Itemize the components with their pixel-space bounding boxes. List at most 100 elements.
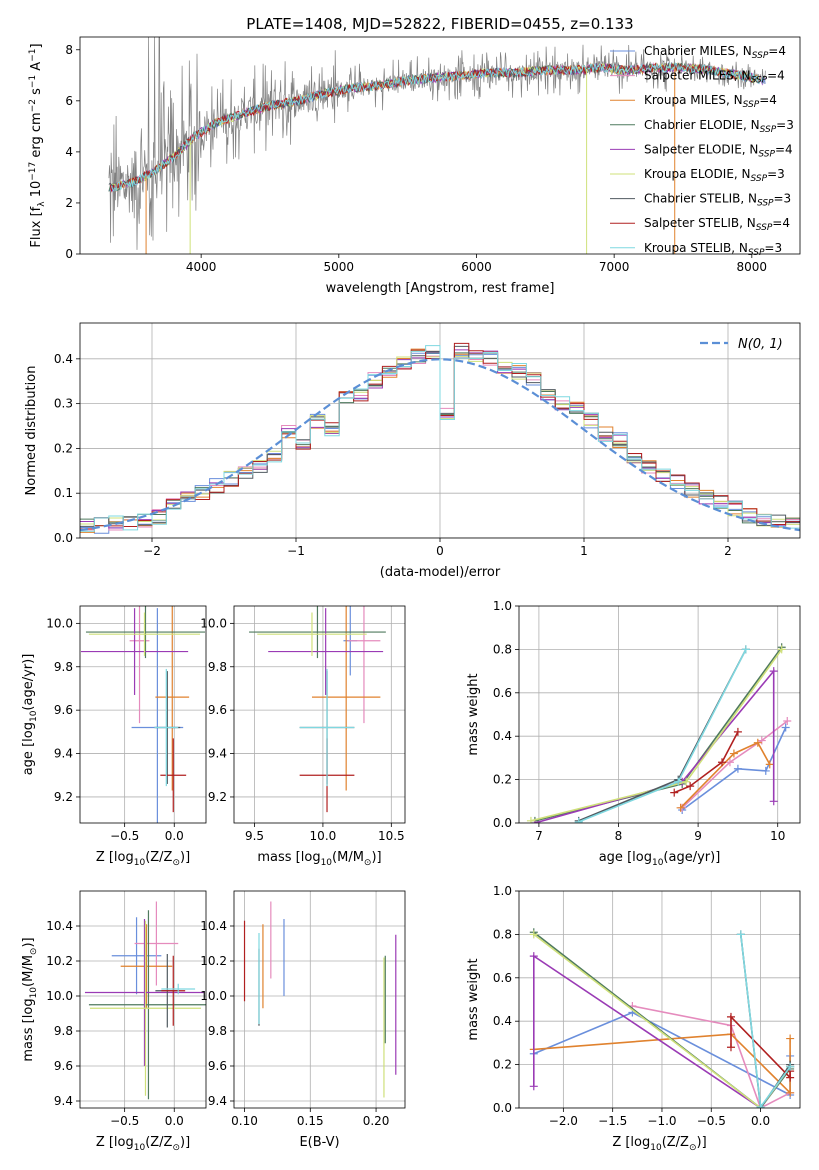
legend-subscript: SSP xyxy=(751,76,768,86)
legend-entry: Kroupa STELIB, NSSP=3 xyxy=(644,241,782,258)
weight-marker xyxy=(765,760,774,769)
y-tick-label: 4 xyxy=(65,145,73,159)
x-tick-label: −1.5 xyxy=(598,1114,627,1128)
label-part: 10 xyxy=(321,858,333,868)
label-part: 10 xyxy=(29,710,39,722)
weight-line xyxy=(530,648,783,822)
label-part: )] xyxy=(371,850,381,865)
weight-line xyxy=(740,934,791,1108)
x-tick-label: 8000 xyxy=(737,260,768,274)
x-tick-label: 0.0 xyxy=(751,1114,770,1128)
label-part: ⊙ xyxy=(172,1143,180,1153)
panel-age-vs-mass: 9.5 10.0 10.5 9.2 9.4 9.6 9.8 10.0 mass [log10(M… xyxy=(200,605,406,868)
label-part: (M/M xyxy=(21,955,36,987)
legend-subscript: SSP xyxy=(757,199,774,209)
weight-marker xyxy=(529,1082,538,1091)
plot-area xyxy=(108,37,766,254)
histogram-step-line xyxy=(80,345,800,532)
legend-nssp: =3 xyxy=(764,241,782,255)
panel-age-vs-z: −0.5 0.09.29.49.69.810.0Z [log10(Z/Z⊙)]ag… xyxy=(21,605,207,868)
y-tick-label: 0 xyxy=(65,247,73,261)
model-spectrum-line xyxy=(109,62,753,193)
x-tick-label: 0.20 xyxy=(363,1114,390,1128)
label-part: ⊙ xyxy=(172,858,180,868)
y-tick-label: 9.6 xyxy=(54,1059,73,1073)
weight-marker xyxy=(733,764,742,773)
panel-mass-vs-ebv: 0.10 0.15 0.20 9.4 9.6 9.8 10.0 10.2 10.4 E(B-V) xyxy=(200,890,406,1150)
x-tick-label: 0.15 xyxy=(297,1114,324,1128)
y-tick-label: 10.4 xyxy=(46,919,73,933)
x-axis-label: Z [log10(Z/Z⊙)] xyxy=(96,1135,190,1153)
x-tick-label: 6000 xyxy=(461,260,492,274)
y-tick-label: 0.1 xyxy=(54,486,73,500)
label-part: 10 xyxy=(652,858,664,868)
axes-frame xyxy=(79,322,801,539)
y-tick-label: 9.6 xyxy=(208,1059,227,1073)
y-tick-label: 0.2 xyxy=(493,773,512,787)
weight-line xyxy=(534,668,775,823)
y-tick-label: 9.4 xyxy=(208,747,227,761)
axes-frame xyxy=(518,890,801,1109)
label-part: Z [log xyxy=(96,850,134,865)
legend-entry: Chabrier ELODIE, NSSP=3 xyxy=(644,118,794,135)
label-part: A xyxy=(29,62,44,75)
legend-nssp: =4 xyxy=(775,142,793,156)
plot-area xyxy=(519,891,800,1108)
legend-subscript: SSP xyxy=(743,100,760,110)
y-tick-label: 6 xyxy=(65,94,73,108)
label-part: 10 xyxy=(29,987,39,999)
x-axis-label: (data-model)/error xyxy=(380,565,501,580)
legend-model: Kroupa MILES, N xyxy=(644,93,743,107)
x-axis-label: wavelength [Angstrom, rest frame] xyxy=(326,281,555,296)
label-part: 10 xyxy=(134,1143,146,1153)
legend-nssp: =4 xyxy=(768,44,786,58)
x-tick-label: −0.5 xyxy=(697,1114,726,1128)
legend-entry: Chabrier STELIB, NSSP=3 xyxy=(644,192,791,209)
panel-residual-histogram: −2 −1 0 1 2 0.0 0.1 0.2 0.3 0.4 (data-model)/error… xyxy=(24,322,801,580)
model-spectrum-line xyxy=(111,62,766,192)
label-part: (Z/Z xyxy=(145,850,172,865)
weight-line xyxy=(681,727,787,811)
y-axis-label: Flux [fλ 10−17 erg cm−2 s−1 A−1] xyxy=(28,43,47,247)
y-tick-label: 0.4 xyxy=(54,352,73,366)
panel-mass-vs-z: −0.5 0.09.49.69.810.010.210.4Z [log10(Z/Z… xyxy=(21,890,207,1153)
weight-marker xyxy=(529,930,538,939)
y-axis-label: Normed distribution xyxy=(24,366,39,496)
y-tick-label: 10.4 xyxy=(200,919,227,933)
x-axis-label: mass [log10(M/M⊙)] xyxy=(257,850,381,868)
label-part: Normed distribution xyxy=(24,366,39,496)
weight-marker xyxy=(756,1102,765,1108)
y-tick-label: 0.2 xyxy=(493,1058,512,1072)
legend-subscript: SSP xyxy=(758,149,775,159)
weight-marker xyxy=(761,766,770,775)
legend-nssp: =3 xyxy=(776,118,794,132)
legend-nssp: =4 xyxy=(759,93,777,107)
axes-frame xyxy=(518,605,801,824)
label-part: E(B-V) xyxy=(299,1135,339,1150)
label-part: mass weight xyxy=(466,958,481,1040)
label-part: (M/M xyxy=(332,850,364,865)
label-part: s xyxy=(29,88,44,99)
weight-marker xyxy=(777,645,786,654)
weight-marker xyxy=(736,930,745,939)
panel-spectrum: 4000 5000 6000 7000 8000 0 2 4 6 8 wavelength [Ang… xyxy=(28,36,801,296)
weight-marker xyxy=(526,816,535,823)
weight-marker xyxy=(753,738,762,747)
legend-subscript: SSP xyxy=(751,174,768,184)
label-part: (Z/Z xyxy=(145,1135,172,1150)
legend-entry: Kroupa ELODIE, NSSP=3 xyxy=(644,167,785,184)
label-part: )] xyxy=(21,937,36,947)
label-part: −1 xyxy=(28,75,38,88)
x-tick-label: −0.5 xyxy=(110,1114,139,1128)
legend-entry: Salpeter ELODIE, NSSP=4 xyxy=(644,142,793,159)
y-tick-label: 9.4 xyxy=(54,747,73,761)
weight-marker xyxy=(786,1062,795,1071)
y-tick-label: 8 xyxy=(65,43,73,57)
legend-nssp: =3 xyxy=(767,167,785,181)
y-tick-label: 9.8 xyxy=(208,660,227,674)
y-tick-label: 2 xyxy=(65,196,73,210)
y-tick-label: 9.6 xyxy=(54,703,73,717)
x-tick-label: 9.5 xyxy=(245,829,264,843)
y-tick-label: 1.0 xyxy=(493,599,512,613)
